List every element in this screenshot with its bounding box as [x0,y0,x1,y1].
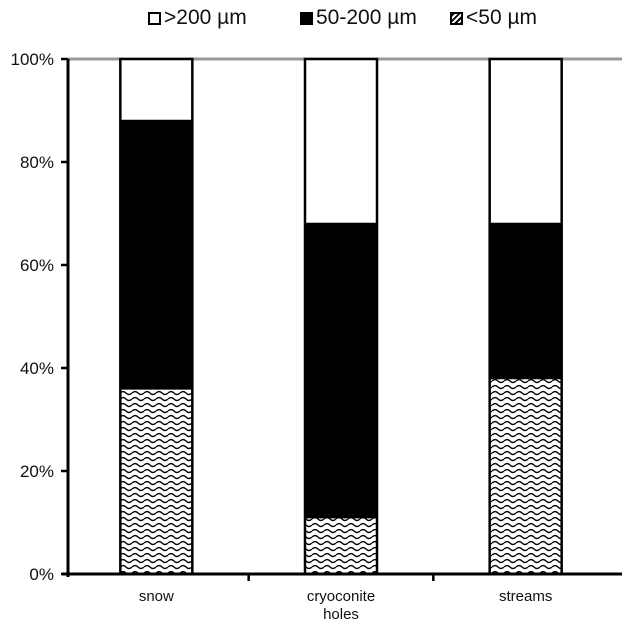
y-tick-label-4: 80% [20,153,54,172]
bar-segment-0-2 [120,59,193,121]
legend-label: 50-200 µm [316,6,417,29]
legend: >200 µm 50-200 µm <50 µm [0,6,626,38]
legend-swatch-black [300,11,313,25]
y-tick-label-2: 40% [20,359,54,378]
legend-item-50-200: 50-200 µm [300,6,417,30]
bar-segment-1-0 [305,517,377,574]
bar-segment-0-0 [120,388,193,574]
bar-segment-1-1 [305,223,377,518]
bar-segment-0-1 [120,120,193,389]
legend-item-gt200: >200 µm [148,6,247,30]
bar-segment-2-2 [489,59,562,224]
legend-item-lt50: <50 µm [450,6,537,30]
legend-label: <50 µm [466,6,538,29]
axis-labels: snow cryoconite holes streams 0% 20% 40% 60% 80%… [11,50,553,623]
x-tick-label-0: snow [139,588,174,605]
y-tick-label-5: 100% [11,50,54,69]
y-tick-label-3: 60% [20,256,54,275]
legend-swatch-white [148,11,161,25]
x-tick-label-2: streams [499,588,552,605]
bar-segment-1-2 [305,59,377,224]
x-tick-label-1: cryoconite holes [307,588,375,623]
bars [119,57,563,576]
y-tick-label-0: 0% [29,565,54,584]
axes [61,57,622,581]
legend-label: >200 µm [164,6,247,29]
legend-swatch-wave [450,11,463,25]
y-tick-label-1: 20% [20,462,54,481]
bar-segment-2-1 [489,223,562,379]
bar-segment-2-0 [489,378,562,574]
